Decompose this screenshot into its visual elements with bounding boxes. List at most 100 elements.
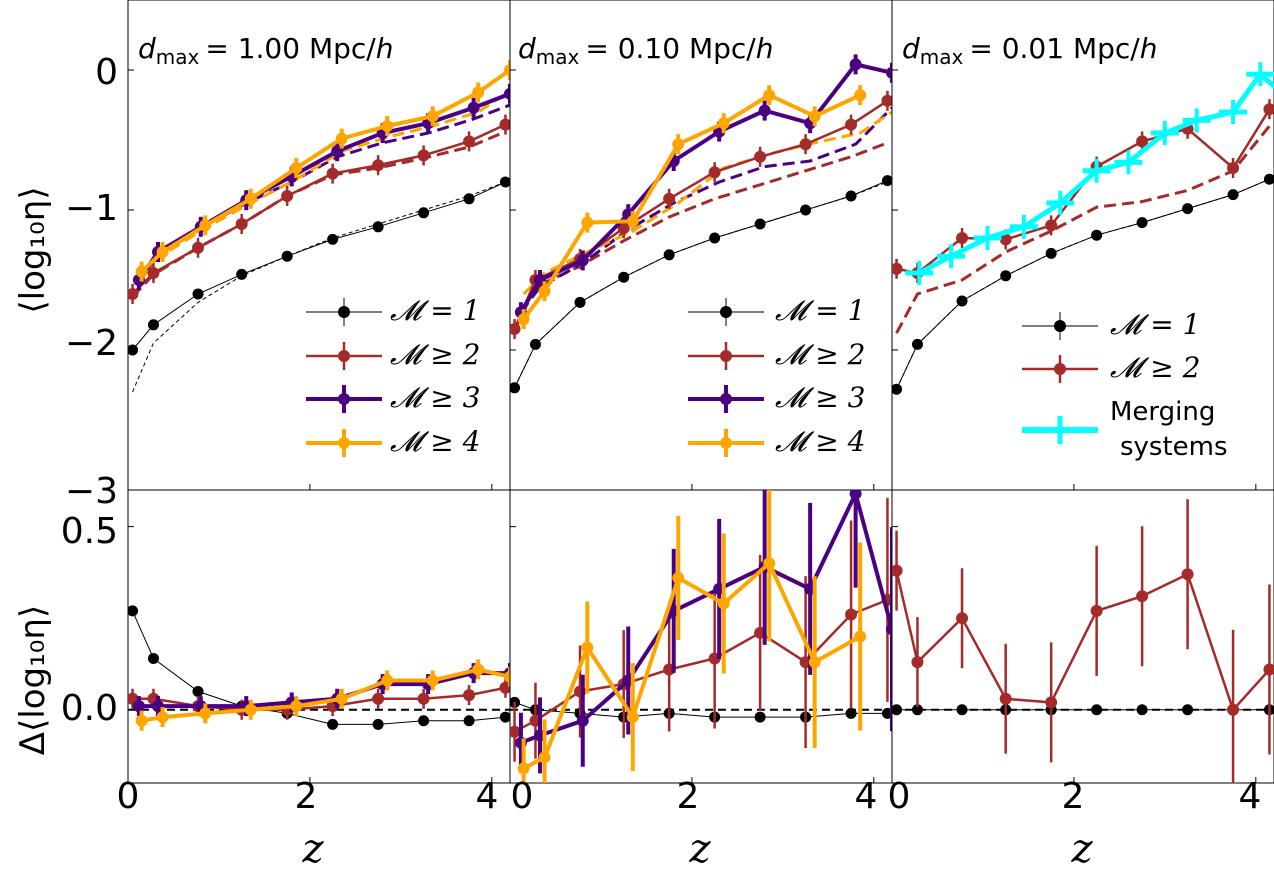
plot-area [892,62,1274,395]
data-point [845,118,858,131]
data-point [504,87,510,100]
series-line [918,70,1274,276]
data-point [1045,219,1058,232]
legend-dot [338,350,350,362]
legend-dot [720,393,732,405]
data-point [1182,203,1194,215]
data-point [1136,135,1149,148]
model-dashed-line [140,89,510,275]
data-point [911,338,923,350]
x-tick-label: 4 [855,776,878,817]
data-point [808,110,821,123]
model-dashed-line [513,141,889,332]
legend-label: 𝓜 = 1 [775,294,865,327]
data-point [426,110,439,123]
data-point [199,219,212,232]
data-point [327,718,339,730]
legend-top-middle: 𝓜 = 1 𝓜 ≥ 2 𝓜 ≥ 3 𝓜 ≥ 4 [775,294,865,458]
panel-title-top-left: dmax = 1.00 Mpc/h [138,32,393,69]
data-point [881,175,892,187]
plot-area [510,490,892,783]
legend-marker [688,298,764,326]
data-point [892,704,903,716]
data-point [581,216,594,229]
data-point [1227,162,1240,174]
data-point [758,104,771,117]
data-point [717,597,730,610]
series-line [132,610,506,725]
data-point [754,218,766,230]
data-point [892,262,903,275]
y-tick-label: −2 [65,323,118,364]
x-tick-label: 0 [117,776,140,817]
data-point [1263,103,1274,116]
legend-label: 𝓜 ≥ 2 [390,338,480,371]
legend-marker [306,429,382,457]
series-line [131,123,507,295]
data-point [135,265,148,278]
data-point [845,190,857,202]
data-point [417,149,430,162]
data-point [335,132,348,145]
legend-dot [338,393,350,405]
series-line [138,671,510,709]
legend-dot [720,306,732,318]
data-point [156,246,169,258]
legend-label: 𝓜 = 1 [390,294,480,327]
panel-title-top-middle: dmax = 0.10 Mpc/h [518,32,773,69]
data-point [617,222,630,235]
series-line [140,68,510,274]
data-point [1136,217,1148,229]
data-point [472,86,485,99]
legend-label: Merging [1110,397,1215,427]
plot-area [128,605,510,731]
legend-label: 𝓜 ≥ 4 [390,425,480,458]
data-point [281,250,293,262]
panel-frame [891,489,1274,784]
data-point [886,623,892,636]
data-point [892,564,903,577]
model-dashed-line [132,181,506,393]
y-axis-label-top: ⟨log₁₀η⟩ [13,186,53,313]
data-point [1181,568,1194,581]
legend-dot [338,306,350,318]
legend-dot [1054,363,1066,375]
legend-label: 𝓜 ≥ 3 [390,381,480,414]
data-point [147,267,160,279]
data-point [576,714,589,727]
y-tick-label: −3 [65,471,118,512]
series-line [132,686,506,712]
panel-frame [127,0,511,491]
data-point [1045,247,1057,259]
model-dashed-line [137,103,510,284]
data-point [192,288,204,300]
data-point [754,711,766,723]
plot-area [892,499,1274,783]
x-tick-label: 0 [511,776,534,817]
data-point [999,233,1012,246]
data-point [881,94,892,107]
plot-area [510,54,892,394]
legend-marker [1022,355,1098,383]
data-point [1091,704,1103,716]
model-dashed-line [895,125,1271,334]
panel-frame [127,489,511,784]
legend-marker [306,342,382,370]
legend-top-left: 𝓜 = 1 𝓜 ≥ 2 𝓜 ≥ 3 𝓜 ≥ 4 [390,294,480,458]
data-point [235,218,248,230]
data-point [626,215,639,228]
data-point [156,711,169,724]
data-point [849,490,862,500]
x-tick-label: 4 [1239,776,1262,817]
data-point [463,135,476,148]
data-point [626,711,639,724]
data-point [199,707,212,720]
data-point [1000,270,1012,282]
data-point [192,685,204,697]
data-point [504,670,510,683]
data-point [510,382,521,394]
plot-area [128,60,510,393]
panel-top-left [127,0,511,491]
legend-dot [720,350,732,362]
